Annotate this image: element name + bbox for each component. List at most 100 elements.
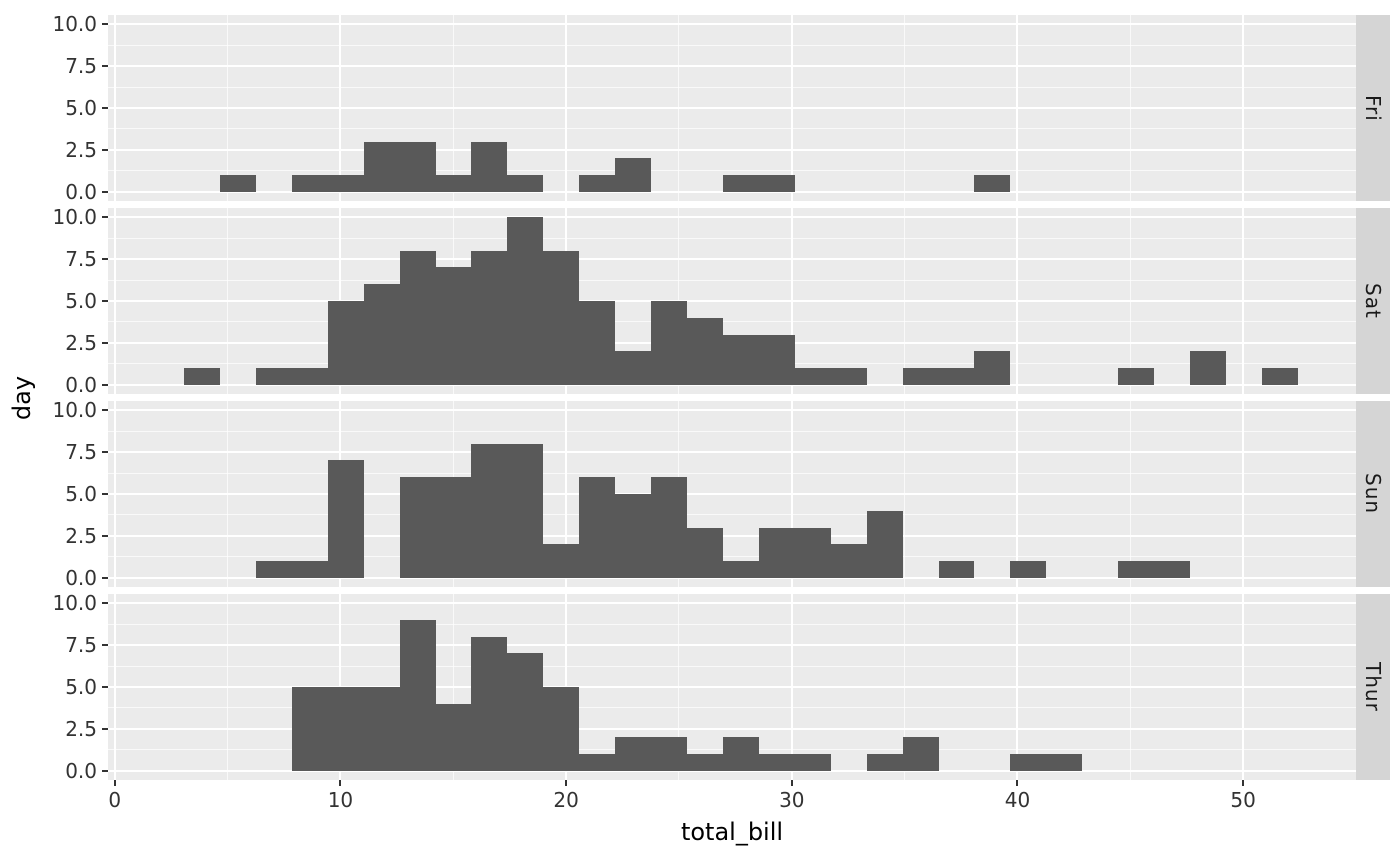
histogram-bar [363,687,400,771]
y-tick-label: 5.0 [65,675,97,699]
y-gridline-major [108,300,1356,302]
y-gridline-minor [108,279,1356,281]
y-tick-label: 7.5 [65,247,97,272]
histogram-bar [974,175,1011,192]
x-gridline-major [565,15,568,201]
y-tick-mark [102,107,108,109]
y-tick-mark [102,190,108,193]
facet-strip-sat: Sat [1356,208,1390,394]
x-tick-label: 20 [553,788,579,812]
histogram-bar [722,737,759,771]
x-gridline-major [1016,401,1019,587]
histogram-bar [291,561,328,578]
histogram-bar [327,460,364,578]
y-gridline-major [108,644,1356,647]
x-gridline-major [565,401,568,587]
histogram-bar [471,250,508,385]
histogram-bar [722,561,759,578]
y-tick-mark [102,216,108,219]
histogram-bar [615,737,652,771]
y-gridline-major [108,383,1356,386]
histogram-bar [938,561,975,578]
histogram-bar [471,636,508,771]
histogram-bar [1118,561,1155,578]
y-tick-label: 2.5 [65,716,97,741]
x-gridline-major [790,208,793,394]
y-gridline-minor [108,321,1356,323]
y-tick-mark [102,644,108,647]
x-gridline-major [1242,401,1245,587]
x-gridline-major [790,401,793,587]
y-tick-label: 0.0 [65,758,97,783]
y-tick-mark [102,576,108,579]
histogram-bar [1261,368,1298,385]
histogram-bar [507,443,544,578]
y-tick-label: 7.5 [65,633,97,658]
histogram-bar [866,754,903,771]
y-gridline-minor [108,430,1356,432]
y-gridline-minor [108,623,1356,625]
histogram-bar [794,368,831,385]
y-gridline-major [108,686,1356,688]
histogram-bar [579,175,616,192]
y-gridline-major [108,216,1356,219]
histogram-bar [830,368,867,385]
y-gridline-major [108,107,1356,109]
y-gridline-major [108,576,1356,579]
histogram-bar [579,477,616,578]
y-gridline-major [108,769,1356,772]
histogram-bar [758,175,795,192]
histogram-bar [794,754,831,771]
y-gridline-minor [108,128,1356,130]
x-tick-mark [1016,780,1019,786]
histogram-bar [902,737,939,771]
histogram-bar [255,561,292,578]
y-gridline-major [108,148,1356,151]
y-gridline-major [108,534,1356,537]
histogram-bar [399,619,436,771]
histogram-bar [435,267,472,385]
histogram-bar [219,175,256,192]
y-tick-mark [102,769,108,772]
histogram-bar [291,175,328,192]
facet-panel-sun [108,401,1356,587]
histogram-bar [543,687,580,771]
histogram-bar [435,175,472,192]
y-tick-label: 0.0 [65,372,97,397]
histogram-bar [363,141,400,192]
y-tick-mark [102,300,108,302]
histogram-bar [543,544,580,578]
y-tick-mark [102,23,108,26]
histogram-bar [1010,754,1047,771]
histogram-bar [615,494,652,578]
histogram-bar [938,368,975,385]
histogram-bar [471,443,508,578]
y-tick-mark [102,65,108,68]
x-gridline-major [113,401,116,587]
facet-strip-fri: Fri [1356,15,1390,201]
y-tick-label: 10.0 [52,205,97,230]
y-gridline-major [108,409,1356,412]
y-gridline-major [108,23,1356,26]
histogram-bar [579,301,616,385]
histogram-bar [363,284,400,385]
y-tick-label: 5.0 [65,482,97,506]
histogram-bar [758,754,795,771]
x-gridline-major [113,15,116,201]
y-gridline-major [108,190,1356,193]
y-tick-mark [102,534,108,537]
facet-strip-label: Sat [1361,283,1385,319]
y-gridline-minor [108,44,1356,46]
x-tick-mark [339,780,342,786]
histogram-bar [507,653,544,771]
x-gridline-major [790,15,793,201]
y-gridline-minor [108,86,1356,88]
histogram-bar [758,527,795,578]
y-tick-label: 7.5 [65,440,97,465]
histogram-bar [651,477,688,578]
histogram-bar [507,175,544,192]
x-gridline-major [1242,208,1245,394]
facet-panel-fri [108,15,1356,201]
histogram-bar [687,527,723,578]
y-tick-mark [102,148,108,151]
